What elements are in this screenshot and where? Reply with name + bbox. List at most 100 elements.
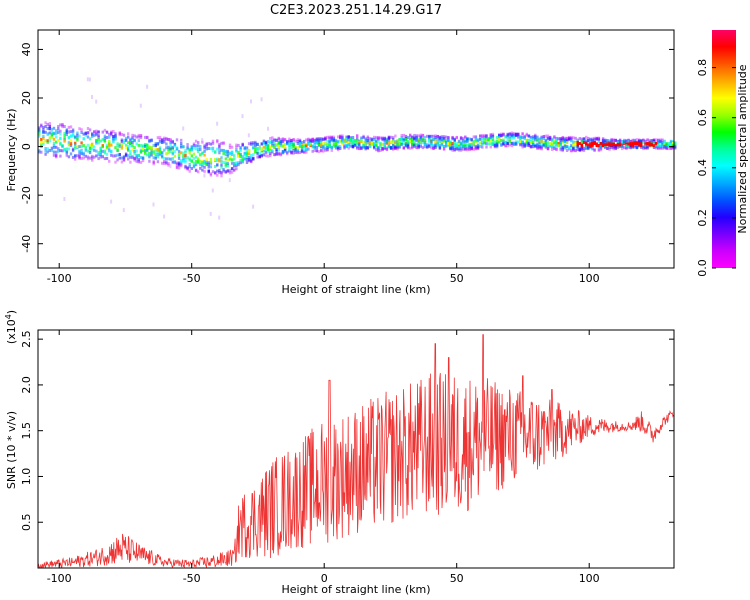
spectrogram-cell: [290, 151, 293, 155]
spectrogram-cell: [84, 133, 87, 137]
spectrogram-cell: [218, 215, 221, 220]
spectrogram-cell: [118, 145, 121, 148]
spectrogram-cell: [118, 131, 121, 135]
spectrogram-cell: [546, 147, 550, 151]
spectrogram-cell: [468, 148, 471, 151]
spectrogram-cell: [38, 132, 41, 136]
spectrogram-cell: [525, 132, 528, 136]
spectrogram-cell: [421, 133, 425, 137]
spectrogram-cell: [527, 134, 531, 138]
spectrogram-cell: [139, 134, 143, 138]
spectrogram-cell: [504, 144, 507, 148]
spectrogram-cell: [525, 138, 528, 142]
spectrogram-cell: [336, 144, 340, 148]
spectrogram-x-axis-label: Height of straight line (km): [281, 283, 430, 296]
spectrogram-cell: [101, 145, 104, 149]
spectrogram-cell: [674, 141, 677, 145]
spectrogram-cell: [114, 136, 117, 140]
spectrogram-cell: [80, 131, 83, 134]
spectrogram-cell: [315, 138, 319, 142]
spectrogram-cell: [521, 143, 524, 147]
spectrogram-cell: [133, 146, 136, 150]
spectrogram-cell: [671, 143, 675, 147]
spectrogram-cell: [455, 143, 458, 147]
spectrogram-cell: [326, 147, 329, 151]
spectrogram-cell: [152, 152, 155, 156]
spectrogram-cell: [411, 142, 414, 146]
spectrogram-cell: [394, 145, 397, 149]
spectrogram-cell: [230, 167, 234, 171]
spectrogram-cell: [597, 148, 601, 152]
spectrogram-cell: [105, 130, 109, 134]
spectrogram-cell: [67, 143, 71, 147]
spectrogram-cell: [623, 146, 626, 150]
spectrogram-cell: [254, 143, 257, 148]
spectrogram-cell: [220, 165, 223, 169]
spectrogram-cell: [491, 137, 495, 141]
spectrogram-cell: [538, 141, 541, 145]
spectrogram-cell: [339, 135, 342, 139]
spectrogram-cell: [394, 134, 397, 138]
spectrogram-cell: [415, 135, 418, 139]
spectrogram-cell: [180, 160, 183, 164]
spectrogram-cell: [661, 141, 664, 145]
spectrogram-cell: [447, 136, 450, 140]
spectrogram-cell: [464, 140, 467, 144]
spectrogram-cell: [271, 139, 274, 143]
spectrogram-cell: [273, 143, 276, 147]
spectrogram-cell: [156, 151, 160, 155]
spectrogram-frame: [37, 29, 675, 269]
spectrogram-cell: [638, 139, 641, 143]
spectrogram-cell: [370, 137, 374, 141]
spectrogram-cell: [343, 144, 346, 148]
y-tick-label: 20: [20, 91, 33, 105]
spectrogram-cell: [417, 134, 420, 138]
spectrogram-cell: [163, 214, 166, 219]
spectrogram-cell: [568, 136, 571, 140]
spectrogram-cell: [561, 145, 564, 149]
spectrogram-cell: [500, 134, 503, 138]
spectrogram-cell: [271, 142, 274, 146]
spectrogram-cell: [199, 145, 202, 148]
spectrogram-cell: [447, 136, 450, 139]
spectrogram-cell: [339, 139, 342, 143]
spectrogram-cell: [230, 161, 234, 165]
spectrogram-cell: [459, 136, 463, 140]
spectrogram-cell: [141, 159, 145, 163]
spectrogram-cell: [532, 135, 535, 139]
spectrogram-cell: [438, 146, 442, 150]
spectrogram-cell: [455, 136, 458, 140]
spectrogram-cell: [146, 149, 149, 153]
spectrogram-cell: [67, 141, 71, 145]
spectrogram-cell: [80, 141, 83, 145]
spectrogram-cell: [137, 160, 140, 164]
spectrogram-cell: [659, 140, 662, 143]
spectrogram-cell: [239, 161, 242, 165]
spectrogram-cell: [453, 148, 456, 152]
spectrogram-cell: [59, 154, 62, 158]
spectrogram-cell: [245, 156, 249, 160]
spectrogram-cell: [512, 136, 516, 140]
spectrogram-cell: [137, 133, 140, 137]
spectrogram-cell: [205, 158, 208, 162]
spectrogram-cell: [589, 142, 592, 146]
spectrogram-cell: [315, 141, 319, 145]
spectrogram-cell: [447, 138, 450, 142]
spectrogram-cell: [563, 146, 567, 150]
spectrogram-cell: [256, 152, 259, 156]
spectrogram-cell: [629, 139, 632, 143]
spectrogram-cell: [451, 148, 454, 152]
spectrogram-cell: [506, 142, 509, 145]
spectrogram-cell: [184, 150, 187, 154]
spectrogram-cell: [476, 144, 480, 148]
y-tick-label: 2.5: [20, 330, 33, 348]
spectrogram-cell: [654, 144, 658, 148]
spectrogram-cell: [606, 147, 609, 150]
spectrogram-cell: [635, 145, 639, 149]
spectrogram-cell: [55, 150, 58, 154]
spectrogram-cell: [48, 125, 51, 128]
spectrogram-cell: [548, 136, 552, 140]
spectrogram-cell: [534, 144, 537, 148]
spectrogram-cell: [521, 140, 524, 144]
